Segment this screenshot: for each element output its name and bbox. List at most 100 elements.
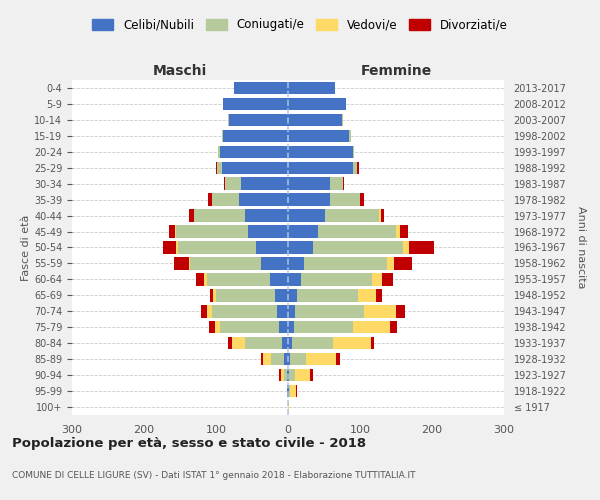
Bar	[208, 194, 212, 206]
Bar	[288, 178, 330, 190]
Bar	[224, 178, 226, 190]
Bar	[379, 210, 381, 222]
Bar	[201, 305, 206, 318]
Bar	[239, 194, 288, 206]
Bar	[288, 337, 292, 349]
Bar	[357, 162, 359, 174]
Bar	[386, 257, 394, 270]
Bar	[353, 146, 354, 158]
Bar	[282, 337, 288, 349]
Bar	[275, 289, 288, 302]
Bar	[209, 321, 215, 334]
Bar	[280, 369, 281, 382]
Bar	[176, 242, 178, 254]
Bar	[281, 369, 284, 382]
Bar	[220, 321, 280, 334]
Bar	[288, 257, 304, 270]
Bar	[376, 289, 382, 302]
Bar	[226, 178, 241, 190]
Bar	[288, 98, 346, 110]
Bar	[294, 321, 353, 334]
Bar	[301, 273, 371, 285]
Bar	[403, 242, 409, 254]
Bar	[241, 178, 288, 190]
Bar	[330, 194, 360, 206]
Bar	[284, 369, 287, 382]
Bar	[287, 385, 288, 398]
Bar	[390, 321, 397, 334]
Bar	[271, 353, 284, 366]
Bar	[209, 289, 213, 302]
Bar	[190, 210, 194, 222]
Bar	[371, 337, 374, 349]
Bar	[382, 273, 393, 285]
Bar	[296, 385, 298, 398]
Bar	[232, 337, 245, 349]
Bar	[229, 114, 288, 126]
Bar	[270, 273, 288, 285]
Bar	[290, 353, 306, 366]
Text: Maschi: Maschi	[153, 64, 207, 78]
Bar	[334, 337, 371, 349]
Bar	[409, 242, 434, 254]
Text: Femmine: Femmine	[361, 64, 431, 78]
Bar	[288, 401, 289, 413]
Bar	[234, 82, 288, 94]
Bar	[292, 337, 334, 349]
Bar	[288, 242, 313, 254]
Bar	[228, 114, 229, 126]
Bar	[396, 305, 404, 318]
Bar	[216, 289, 275, 302]
Bar	[245, 210, 288, 222]
Bar	[330, 178, 343, 190]
Bar	[178, 242, 256, 254]
Bar	[349, 130, 350, 142]
Bar	[288, 130, 349, 142]
Bar	[289, 385, 290, 398]
Bar	[212, 305, 277, 318]
Bar	[318, 226, 396, 238]
Bar	[215, 321, 220, 334]
Bar	[290, 385, 296, 398]
Bar	[343, 178, 344, 190]
Bar	[288, 162, 353, 174]
Bar	[310, 369, 313, 382]
Bar	[260, 257, 288, 270]
Bar	[342, 114, 343, 126]
Y-axis label: Anni di nascita: Anni di nascita	[576, 206, 586, 288]
Bar	[262, 353, 263, 366]
Bar	[288, 385, 289, 398]
Bar	[313, 242, 403, 254]
Bar	[304, 257, 386, 270]
Bar	[280, 321, 288, 334]
Bar	[223, 98, 288, 110]
Text: Popolazione per età, sesso e stato civile - 2018: Popolazione per età, sesso e stato civil…	[12, 437, 366, 450]
Bar	[288, 146, 353, 158]
Bar	[296, 289, 358, 302]
Bar	[218, 146, 220, 158]
Bar	[277, 305, 288, 318]
Bar	[288, 194, 330, 206]
Bar	[196, 273, 205, 285]
Bar	[205, 273, 206, 285]
Bar	[223, 130, 288, 142]
Bar	[288, 210, 325, 222]
Legend: Celibi/Nubili, Coniugati/e, Vedovi/e, Divorziati/e: Celibi/Nubili, Coniugati/e, Vedovi/e, Di…	[92, 18, 508, 32]
Bar	[288, 226, 318, 238]
Bar	[371, 273, 382, 285]
Bar	[287, 369, 288, 382]
Bar	[216, 162, 217, 174]
Bar	[248, 226, 288, 238]
Bar	[228, 337, 232, 349]
Bar	[222, 162, 288, 174]
Bar	[353, 321, 390, 334]
Bar	[190, 257, 260, 270]
Bar	[263, 353, 271, 366]
Bar	[175, 226, 176, 238]
Bar	[288, 353, 290, 366]
Bar	[336, 353, 340, 366]
Bar	[194, 210, 245, 222]
Bar	[288, 273, 301, 285]
Bar	[206, 305, 212, 318]
Bar	[289, 369, 295, 382]
